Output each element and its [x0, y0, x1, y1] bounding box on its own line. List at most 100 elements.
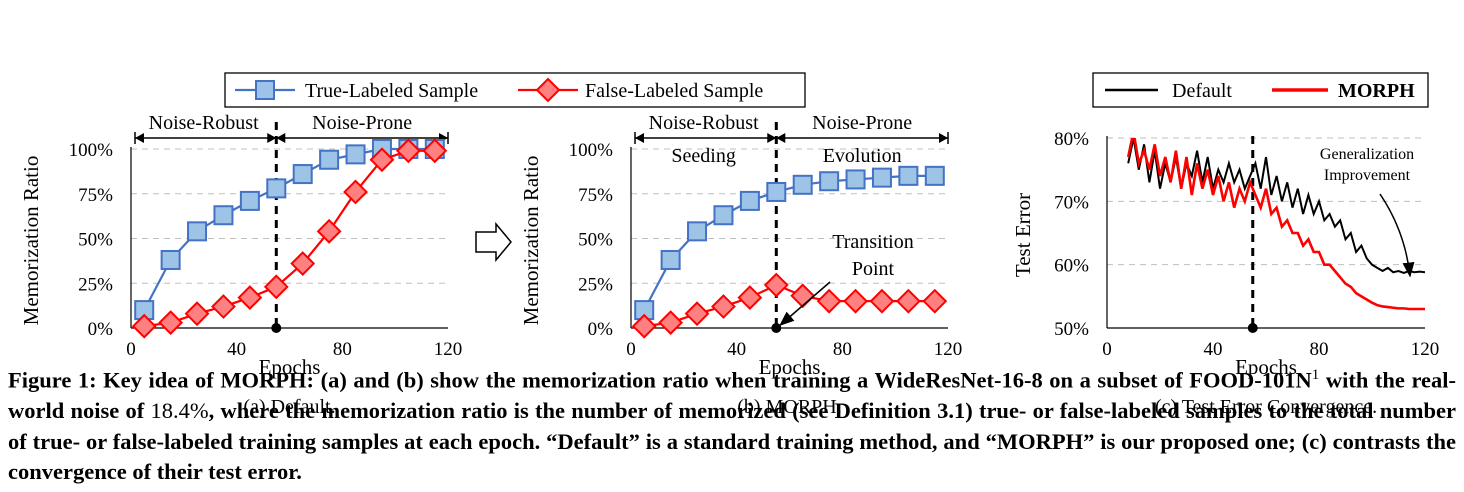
y-tick-label: 25%	[578, 274, 613, 295]
legend-default-label: Default	[1172, 80, 1232, 102]
true-point	[713, 205, 734, 226]
false-point	[631, 313, 657, 339]
false-point	[211, 294, 236, 319]
hollow-right-arrow-icon	[475, 221, 512, 263]
region-label-robust: Noise-Robust	[149, 112, 259, 134]
panel-b: 0% 25% 50% 75% 100% 0 40 80 120 Epochs Memorizatio…	[519, 112, 962, 418]
y-tick-label: 100%	[69, 140, 114, 161]
true-point	[898, 165, 919, 186]
false-point	[737, 285, 763, 310]
x-tick-label: 0	[1102, 339, 1112, 360]
annotation-arrow	[1379, 193, 1415, 278]
true-point	[871, 167, 892, 188]
legend-morph-label: MORPH	[1338, 80, 1415, 102]
divider-point	[271, 323, 282, 333]
region-label-robust: Noise-Robust	[649, 112, 759, 134]
false-point	[790, 283, 816, 309]
bracket-arrowhead	[276, 133, 286, 143]
false-point	[184, 301, 210, 327]
morph-series-line	[1126, 138, 1425, 311]
true-point	[687, 221, 708, 242]
phase-label-seeding: Seeding	[671, 145, 735, 167]
region-label-prone: Noise-Prone	[812, 112, 912, 134]
y-tick-label: 60%	[1054, 256, 1089, 277]
false-point	[395, 138, 421, 164]
y-tick-label: 50%	[78, 230, 113, 251]
false-point	[869, 288, 895, 314]
divider-point	[1247, 323, 1258, 333]
bracket-arrowhead	[635, 133, 644, 143]
true-point	[292, 164, 313, 185]
true-point	[213, 205, 234, 226]
true-point	[239, 190, 260, 211]
true-point	[819, 171, 840, 192]
bracket-arrowhead	[776, 133, 786, 143]
annotation-generalization: Generalization	[1320, 146, 1414, 163]
false-point	[895, 288, 921, 314]
true-point	[660, 249, 681, 270]
subcaption: (a) Default.	[243, 396, 335, 418]
bracket-arrowhead	[135, 133, 144, 143]
x-tick-label: 80	[1310, 339, 1329, 360]
false-point	[237, 285, 263, 310]
caption-text-2: with the real-world noise of	[8, 367, 1457, 424]
y-tick-label: 70%	[1054, 192, 1089, 213]
annotation-arrow	[779, 281, 831, 326]
false-point	[131, 313, 157, 339]
true-point	[345, 144, 366, 165]
false-point	[290, 251, 316, 276]
false-point	[684, 301, 710, 327]
true-point	[739, 190, 760, 211]
true-point	[766, 181, 787, 202]
x-tick-label: 0	[126, 339, 136, 360]
figure-caption: Figure 1: Key idea of MORPH: (a) and (b)…	[8, 360, 1456, 488]
caption-noise-value: 18.4%	[150, 398, 209, 423]
false-point	[843, 288, 868, 314]
bracket-arrowhead	[939, 133, 948, 143]
false-point	[263, 274, 289, 300]
true-point	[845, 169, 866, 190]
x-tick-label: 40	[727, 339, 746, 360]
y-tick-label: 50%	[578, 230, 613, 251]
false-point	[316, 218, 342, 244]
annotation-transition: Transition	[832, 231, 914, 253]
y-tick-label: 0%	[88, 319, 114, 340]
x-tick-label: 80	[333, 339, 352, 360]
x-axis-label: Epochs	[259, 355, 321, 379]
true-sample-marker	[255, 80, 275, 100]
false-series-line	[644, 283, 935, 328]
convergence-legend: Default MORPH	[1092, 72, 1429, 108]
false-point	[369, 147, 395, 173]
x-tick-label: 80	[833, 339, 852, 360]
subcaption: (b) MORPH.	[737, 396, 841, 418]
x-axis-label: Epochs	[1235, 355, 1297, 379]
y-tick-label: 100%	[569, 140, 614, 161]
bracket-arrowhead	[267, 133, 277, 143]
true-point	[924, 165, 945, 186]
caption-text-3: , where the memorization ratio is the nu…	[8, 398, 1457, 484]
y-axis-label: Memorization Ratio	[519, 156, 543, 326]
annotation-improvement: Improvement	[1324, 167, 1411, 184]
bracket-arrowhead	[767, 133, 777, 143]
y-tick-label: 25%	[78, 274, 113, 295]
x-tick-label: 120	[934, 339, 963, 360]
annotation-point: Point	[852, 258, 895, 280]
true-point	[319, 149, 340, 170]
subcaption: (c) Test Error Convergence.	[1155, 396, 1377, 418]
true-point	[792, 174, 813, 195]
false-point	[343, 179, 368, 205]
x-tick-label: 120	[1411, 339, 1440, 360]
true-point	[187, 221, 208, 242]
legend-true-label: True-Labeled Sample	[305, 80, 478, 102]
phase-label-evolution: Evolution	[823, 145, 902, 167]
y-tick-label: 0%	[588, 319, 614, 340]
main-legend: True-Labeled Sample False-Labeled Sample	[224, 72, 806, 108]
panel-c: 50% 60% 70% 80% 0 40 80 120 Epochs Test Error (c) …	[1011, 129, 1439, 418]
y-tick-label: 50%	[1054, 319, 1089, 340]
panel-a: 0% 25% 50% 75% 100% 0 40 80 120 Epochs Memorizatio…	[19, 112, 462, 418]
false-point	[158, 310, 184, 336]
false-point	[922, 288, 948, 314]
y-tick-label: 75%	[78, 185, 113, 206]
false-point	[763, 272, 789, 298]
